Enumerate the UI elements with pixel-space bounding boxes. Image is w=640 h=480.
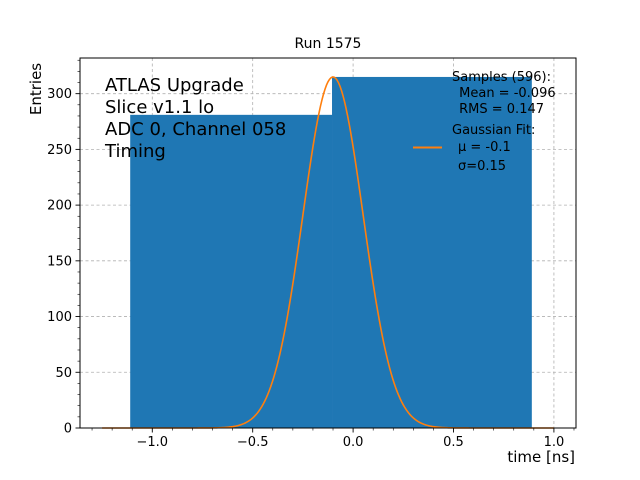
chart-title: Run 1575 (295, 36, 362, 52)
x-tick-label: −1.0 (137, 435, 169, 450)
x-axis-ticks: −1.0 −0.5 0.0 0.5 1.0 (91, 428, 575, 450)
plot-frame (79, 57, 577, 429)
y-axis-ticks: 0 50 100 150 200 250 300 (47, 59, 80, 437)
y-tick-label: 50 (55, 366, 72, 381)
legend-fit-mu: μ = -0.1 (458, 140, 511, 155)
x-tick-label: 1.0 (544, 435, 565, 450)
y-tick-label: 100 (47, 310, 72, 325)
histogram-bar (130, 114, 333, 429)
legend-samples-label: Samples (596): (452, 70, 551, 85)
annotation-line-timing: Timing (104, 141, 166, 162)
y-tick-label: 250 (47, 143, 72, 158)
annotation-line-channel: ADC 0, Channel 058 (105, 119, 286, 140)
annotation-line-experiment: ATLAS Upgrade (105, 75, 244, 96)
x-axis-label: time [ns] (507, 448, 575, 466)
legend-fit-label: Gaussian Fit: (452, 123, 535, 138)
y-axis-label: Entries (27, 63, 45, 115)
x-tick-label: 0.0 (343, 435, 364, 450)
x-tick-label: −0.5 (237, 435, 269, 450)
legend-fit-sigma: σ=0.15 (458, 159, 506, 174)
legend-rms-label: RMS = 0.147 (455, 102, 544, 117)
legend-mean-label: Mean = -0.096 (455, 86, 556, 101)
histogram-bars (130, 76, 532, 429)
histogram-bar (332, 76, 532, 428)
annotation-block: ATLAS Upgrade Slice v1.1 lo ADC 0, Chann… (104, 75, 286, 162)
y-tick-label: 200 (47, 199, 72, 214)
legend: Samples (596): Mean = -0.096 RMS = 0.147… (413, 70, 556, 174)
x-tick-label: 0.5 (443, 435, 464, 450)
y-tick-label: 0 (64, 422, 72, 437)
y-tick-label: 300 (47, 87, 72, 102)
annotation-line-slice: Slice v1.1 lo (105, 97, 214, 118)
y-tick-label: 150 (47, 254, 72, 269)
